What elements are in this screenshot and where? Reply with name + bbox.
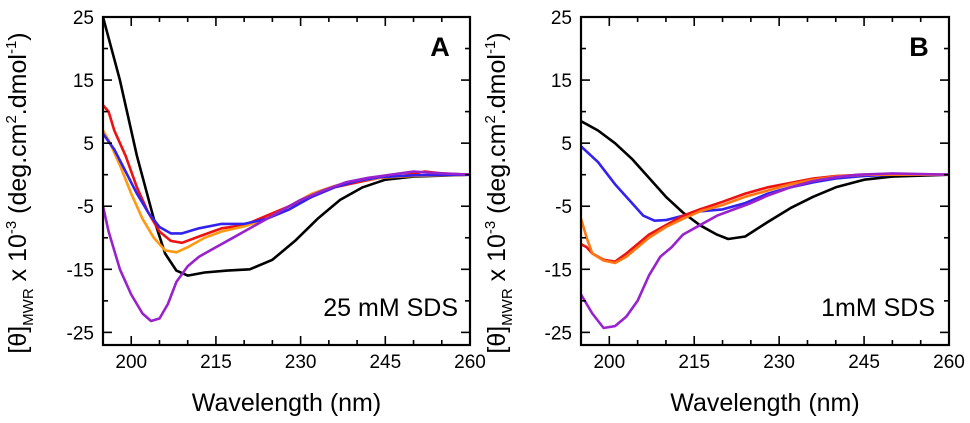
y-tick-label: 25 [551, 8, 572, 29]
x-tick-label: 200 [593, 352, 625, 373]
series-line-1 [103, 17, 470, 277]
chart-panel-b: 200 215 230 245 260 25 15 5 -5 -15 -25 Wavelength (… [482, 8, 965, 417]
x-axis-label: Wavelength (nm) [192, 389, 381, 417]
x-tick-label: 215 [678, 352, 710, 373]
x-tick-label: 230 [285, 352, 317, 373]
series-line-4 [103, 132, 470, 235]
y-tick-label: -5 [555, 197, 572, 218]
y-tick-label: -25 [67, 323, 94, 344]
y-tick-label: 5 [561, 134, 572, 155]
condition-annotation: 1mM SDS [821, 294, 935, 322]
series-group [103, 17, 470, 323]
panel-letter: B [909, 32, 929, 62]
y-tick-label: -15 [67, 260, 94, 281]
series-line-2 [581, 145, 949, 222]
x-tick-label: 230 [763, 352, 795, 373]
y-tick-label: -25 [545, 323, 572, 344]
plot-frame [579, 15, 951, 347]
y-tick-label: 25 [73, 8, 94, 29]
plot-frame [101, 15, 472, 347]
series-group [581, 119, 949, 330]
series-line-5 [103, 170, 470, 323]
series-line-1 [581, 119, 949, 241]
y-tick-label: -5 [77, 197, 94, 218]
x-tick-label: 215 [200, 352, 232, 373]
y-tick-label: 15 [73, 71, 94, 92]
x-axis-label: Wavelength (nm) [670, 389, 859, 417]
condition-annotation: 25 mM SDS [323, 294, 458, 322]
panel-letter: A [430, 32, 450, 62]
y-tick-label: -15 [545, 260, 572, 281]
x-tick-label: 245 [369, 352, 401, 373]
x-tick-label: 260 [454, 352, 486, 373]
x-tick-label: 260 [933, 352, 965, 373]
x-tick-label: 200 [115, 352, 147, 373]
y-tick-label: 15 [551, 71, 572, 92]
y-axis-label: [θ]MWR x 10-3 (deg.cm2.dmol-1) [482, 32, 516, 353]
y-tick-label: 5 [83, 134, 94, 155]
chart-panel-a: 200 215 230 245 260 25 15 5 -5 -15 -25 Wavelength (… [3, 8, 486, 417]
series-line-5 [581, 172, 949, 330]
x-tick-label: 245 [848, 352, 880, 373]
y-axis-label: [θ]MWR x 10-3 (deg.cm2.dmol-1) [3, 32, 37, 353]
